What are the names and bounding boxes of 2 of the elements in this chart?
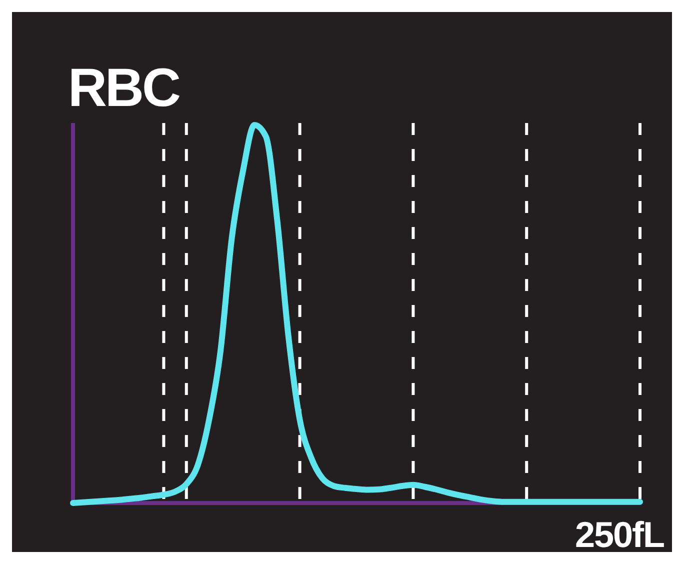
chart-title: RBC [68,58,180,118]
text: 250fL [574,514,664,555]
